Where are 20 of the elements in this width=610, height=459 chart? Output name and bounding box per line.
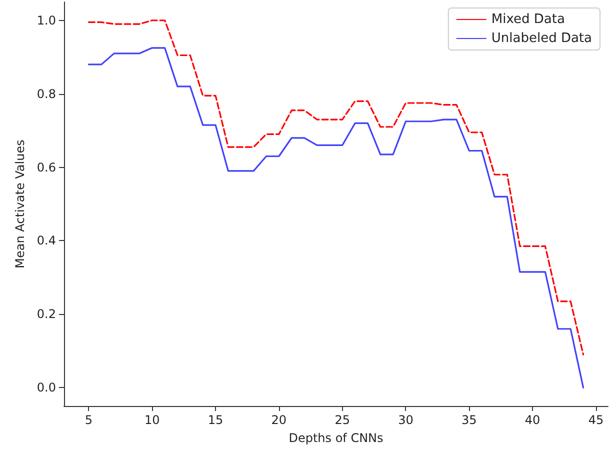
legend-label: Unlabeled Data: [491, 31, 592, 46]
x-tick-label: 45: [588, 413, 604, 427]
legend-label: Mixed Data: [491, 12, 565, 27]
x-tick-label: 10: [144, 413, 160, 427]
y-tick-label: 0.0: [36, 380, 56, 395]
x-tick-label: 35: [462, 413, 477, 427]
x-axis-title: Depths of CNNs: [288, 431, 384, 445]
y-tick-label: 1.0: [36, 13, 56, 28]
x-tick-label: 5: [84, 413, 93, 427]
y-tick-label: 0.8: [36, 86, 56, 101]
x-tick-label: 20: [271, 413, 287, 427]
y-axis-title: Mean Activate Values: [13, 140, 27, 268]
y-tick-label: 0.6: [36, 160, 56, 174]
x-tick-label: 30: [398, 413, 414, 427]
y-tick-label: 0.4: [36, 234, 56, 248]
x-tick-label: 25: [334, 413, 350, 427]
x-tick-label: 15: [208, 413, 224, 427]
x-tick-label: 40: [524, 413, 540, 427]
line-series: [88, 47, 584, 388]
y-tick-label: 0.2: [36, 307, 56, 322]
